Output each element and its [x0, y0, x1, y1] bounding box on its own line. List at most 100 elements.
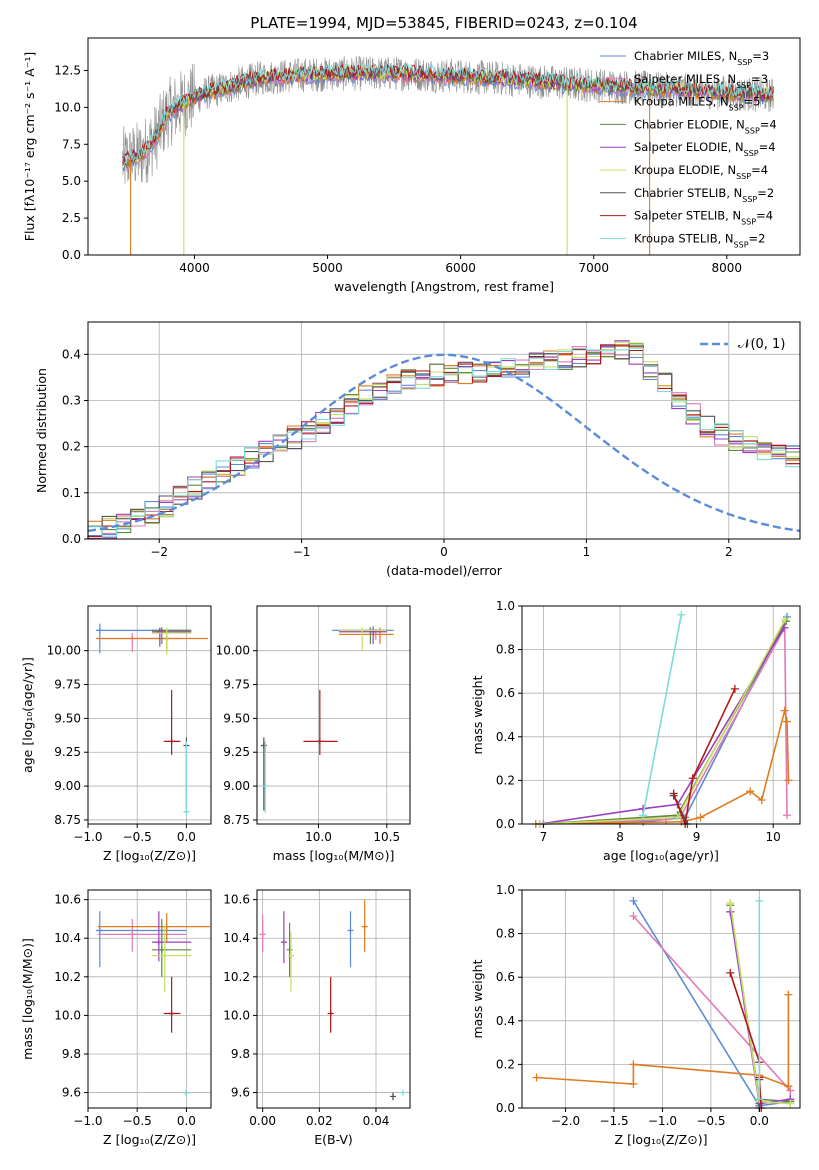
weight-marker-salpeter_elodie: [726, 907, 735, 916]
y-tick-label: 9.8: [231, 1047, 250, 1061]
y-tick-label: 9.00: [54, 779, 81, 793]
spectrum-plot-area: [122, 55, 774, 255]
weight-marker-salpeter_stelib: [669, 789, 678, 798]
y-tick-label: 0.0: [62, 248, 81, 262]
x-tick-label: 7: [540, 830, 548, 844]
y-tick-label: 9.75: [54, 678, 81, 692]
weight-marker-salpeter_miles: [782, 811, 791, 820]
y-tick-label: 0.3: [62, 393, 81, 407]
x-tick-label: 0.04: [363, 1114, 390, 1128]
x-tick-label: 5000: [312, 261, 343, 275]
axes-frame: [87, 889, 212, 1109]
x-axis-label: E(B-V): [314, 1132, 353, 1147]
x-tick-label: 10: [766, 830, 781, 844]
point-kroupa_elodie: [359, 627, 366, 634]
x-tick-label: −0.5: [696, 1114, 725, 1128]
point-chabrier_miles: [347, 927, 354, 934]
y-tick-label: 0.4: [496, 1014, 515, 1028]
axes-frame: [87, 605, 212, 825]
point-kroupa_miles: [361, 923, 368, 930]
weight-line-kroupa_stelib: [642, 614, 683, 816]
x-axis-label: Z [log₁₀(Z/Z⊙)]: [103, 848, 196, 863]
y-axis-label: mass [log₁₀(M/M⊙)]: [20, 938, 35, 1060]
y-tick-label: 0.2: [496, 773, 515, 787]
legend-label-kroupa_miles: Kroupa MILES, NSSP=5: [634, 95, 760, 113]
weight-marker-kroupa_stelib: [755, 896, 764, 905]
y-tick-label: 1.0: [496, 599, 515, 613]
y-tick-label: 0.2: [496, 1057, 515, 1071]
y-tick-label: 9.25: [223, 745, 250, 759]
point-kroupa_stelib: [183, 808, 190, 815]
weight-marker-kroupa_stelib: [677, 610, 686, 619]
point-kroupa_stelib: [262, 783, 269, 790]
x-tick-label: 4000: [179, 261, 210, 275]
axes-frame: [521, 889, 801, 1109]
axes-frame: [256, 605, 411, 825]
weight-marker-chabrier_miles: [629, 896, 638, 905]
weight-marker-kroupa_miles: [629, 1060, 638, 1069]
residuals-panel: −2 −1 0 1 2 0.0 0.1 0.2 0.3 0.4 (data-model)/error…: [34, 321, 801, 578]
x-axis-label: Z [log₁₀(Z/Z⊙)]: [103, 1132, 196, 1147]
y-tick-label: 0.6: [496, 686, 515, 700]
weight-marker-kroupa_elodie: [786, 1099, 795, 1108]
x-tick-label: −0.5: [123, 1114, 152, 1128]
x-tick-label: −2.0: [551, 1114, 580, 1128]
x-tick-label: 8: [616, 830, 624, 844]
y-tick-label: 0.4: [62, 347, 81, 361]
y-tick-label: 9.00: [223, 779, 250, 793]
y-tick-label: 10.00: [47, 644, 81, 658]
y-tick-label: 0.0: [62, 532, 81, 546]
point-salpeter_stelib: [327, 1010, 334, 1017]
x-tick-label: −0.5: [123, 830, 152, 844]
y-tick-label: 10.2: [54, 970, 81, 984]
x-tick-label: 9: [693, 830, 701, 844]
y-tick-label: 0.8: [496, 643, 515, 657]
y-tick-label: 10.6: [223, 893, 250, 907]
weight-marker-salpeter_stelib: [726, 968, 735, 977]
point-chabrier_miles: [96, 627, 103, 634]
x-tick-label: 7000: [578, 261, 609, 275]
point-kroupa_elodie: [161, 952, 168, 959]
y-tick-label: 0.6: [496, 970, 515, 984]
y-tick-label: 9.6: [62, 1086, 81, 1100]
point-chabrier_elodie: [158, 946, 165, 953]
x-tick-label: 8000: [712, 261, 743, 275]
y-tick-label: 7.5: [62, 137, 81, 151]
point-chabrier_stelib: [260, 742, 267, 749]
legend-label-chabrier_elodie: Chabrier ELODIE, NSSP=4: [634, 117, 777, 135]
spectrum-legend: Chabrier MILES, NSSP=3 Salpeter MILES, NS…: [600, 49, 777, 249]
y-tick-label: 1.0: [496, 883, 515, 897]
y-axis-label: Normed distribution: [34, 368, 49, 493]
x-tick-label: −1.0: [648, 1114, 677, 1128]
y-tick-label: 9.75: [223, 678, 250, 692]
weight-marker-kroupa_elodie: [781, 615, 790, 624]
x-axis-label: mass [log₁₀(M/M⊙)]: [273, 848, 395, 863]
x-tick-label: −1.0: [73, 830, 102, 844]
weight-marker-kroupa_elodie: [673, 813, 682, 822]
weight-marker-kroupa_elodie: [726, 899, 735, 908]
point-salpeter_miles: [259, 931, 266, 938]
weight_vs_age-panel: 7 8 9 10 0.0 0.2 0.4 0.6 0.8 1.0 age [log₁₀(age/yr…: [470, 599, 801, 863]
legend-label-salpeter_elodie: Salpeter ELODIE, NSSP=4: [634, 140, 776, 158]
point-kroupa_stelib: [399, 1089, 406, 1096]
x-tick-label: −1.5: [599, 1114, 628, 1128]
y-tick-label: 12.5: [54, 63, 81, 77]
weight-line-salpeter_stelib: [672, 688, 736, 828]
y-axis-label: Flux [fλ10⁻¹⁷ erg cm⁻² s⁻¹ A⁻¹]: [22, 52, 37, 241]
x-tick-label: 10.5: [373, 830, 400, 844]
y-tick-label: 0.2: [62, 440, 81, 454]
weight-marker-kroupa_miles: [784, 1082, 793, 1091]
y-tick-label: 10.0: [223, 1008, 250, 1022]
weight-marker-kroupa_miles: [629, 1080, 638, 1089]
normal-curve: [87, 353, 801, 533]
point-salpeter_elodie: [280, 939, 287, 946]
y-tick-label: 0.4: [496, 730, 515, 744]
axes-frame: [521, 605, 801, 825]
legend-label-kroupa_elodie: Kroupa ELODIE, NSSP=4: [634, 163, 768, 181]
weight-marker-kroupa_stelib: [639, 811, 648, 820]
x-tick-label: −1.0: [73, 1114, 102, 1128]
point-chabrier_elodie: [286, 946, 293, 953]
axes-frame: [87, 37, 801, 256]
y-tick-label: 9.6: [231, 1086, 250, 1100]
chart-title: PLATE=1994, MJD=53845, FIBERID=0243, z=0…: [250, 14, 637, 32]
